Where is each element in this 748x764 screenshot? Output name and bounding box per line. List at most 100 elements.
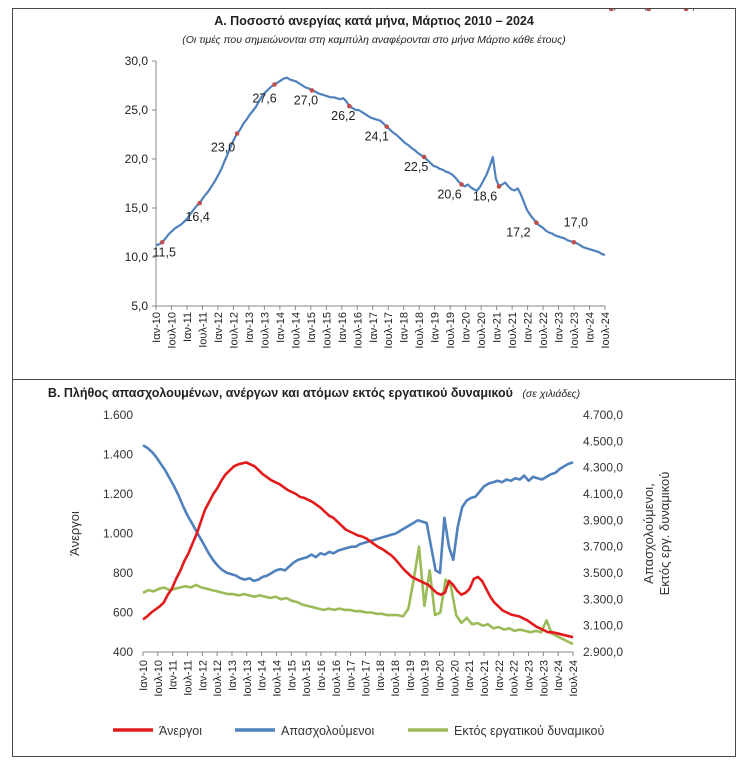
march-value-label: 20,6 [437, 187, 461, 201]
right-y-tick-label: 4.500,0 [583, 434, 623, 448]
left-y-tick-label: 400 [113, 645, 133, 659]
y-tick-label: 10,0 [125, 250, 149, 264]
x-tick-label: Ιαν-16 [337, 312, 349, 343]
x-tick-label: Ιουλ-17 [360, 660, 372, 697]
x-tick-label: Ιουλ-15 [321, 312, 333, 349]
march-marker [234, 131, 240, 136]
series-line-0 [142, 461, 574, 639]
march-marker [646, 9, 651, 12]
march-value-label: 10,2 [678, 9, 702, 12]
x-tick-label: Ιουλ-23 [569, 312, 581, 349]
march-value-label: 17,0 [564, 215, 588, 229]
labour-force-chart-panel: Β. Πλήθος απασχολουμένων, ανέργων και ατ… [12, 379, 736, 757]
march-marker [534, 220, 539, 225]
x-tick-label: Ιαν-11 [182, 312, 194, 342]
right-y-tick-label: 3.500,0 [583, 566, 623, 580]
chart-b-title-text: Β. Πλήθος απασχολουμένων, ανέργων και ατ… [47, 386, 513, 400]
right-axis-title-line2: Εκτός εργ. δυναμικού [657, 472, 672, 596]
y-tick-label: 5,0 [131, 299, 148, 313]
x-tick-label: Ιαν-15 [286, 660, 298, 691]
march-value-label: 12,7 [599, 9, 623, 12]
x-tick-label: Ιαν-20 [435, 660, 447, 691]
x-tick-label: Ιουλ-13 [259, 312, 271, 349]
march-value-label: 11,5 [153, 245, 176, 259]
x-tick-label: Ιουλ-13 [242, 660, 254, 697]
x-tick-label: Ιουλ-16 [331, 660, 343, 697]
right-axis-title-line1: Απασχολούμενοι, [641, 483, 656, 584]
legend-label: Απασχολούμενοι [281, 724, 374, 738]
x-tick-label: Ιαν-13 [227, 660, 239, 691]
x-tick-label: Ιαν-21 [464, 660, 476, 691]
march-value-label: 23,0 [211, 141, 235, 155]
x-tick-label: Ιουλ-16 [352, 312, 364, 349]
march-marker [347, 103, 352, 109]
unemployment-rate-line [155, 76, 606, 257]
x-tick-label: Ιαν-16 [316, 660, 328, 691]
left-y-tick-label: 1.400 [103, 448, 133, 462]
x-tick-label: Ιαν-10 [151, 312, 163, 343]
y-tick-label: 15,0 [125, 201, 149, 215]
right-y-tick-label: 3.700,0 [583, 540, 623, 554]
x-tick-label: Ιουλ-18 [390, 660, 402, 697]
legend-label: Εκτός εργατικού δυναμικού [454, 724, 605, 738]
right-y-tick-label: 4.700,0 [583, 408, 623, 422]
march-marker [421, 154, 427, 160]
series-line-1 [142, 444, 574, 583]
left-y-tick-label: 1.600 [103, 408, 133, 422]
x-tick-label: Ιουλ-23 [538, 660, 550, 697]
unemployment-rate-chart-panel: Α. Ποσοστό ανεργίας κατά μήνα, Μάρτιος 2… [12, 8, 736, 380]
x-tick-label: Ιουλ-20 [476, 312, 488, 349]
x-tick-label: Ιουλ-24 [568, 660, 580, 697]
x-tick-label: Ιουλ-11 [182, 660, 194, 696]
march-value-label: 11,4 [631, 9, 654, 12]
march-value-label: 22,5 [404, 160, 428, 174]
march-value-label: 18,6 [473, 189, 497, 203]
chart-b-plot: 400 600 800 1.000 1.200 1.400 1.600 2.900,0 3.10… [67, 408, 672, 738]
x-tick-label: Ιαν-18 [399, 312, 411, 343]
x-tick-label: Ιουλ-10 [153, 660, 165, 697]
x-tick-label: Ιουλ-14 [271, 660, 283, 697]
chart-a-title: Α. Ποσοστό ανεργίας κατά μήνα, Μάρτιος 2… [214, 14, 534, 28]
x-tick-label: Ιαν-13 [244, 312, 256, 343]
march-marker [384, 124, 390, 129]
x-tick-label: Ιουλ-24 [600, 312, 612, 349]
x-tick-label: Ιουλ-19 [445, 312, 457, 349]
x-tick-label: Ιαν-14 [275, 312, 287, 343]
chart-a-subtitle: (Οι τιμές που σημειώνονται στη καμπύλη α… [182, 34, 566, 46]
x-tick-label: Ιαν-22 [523, 312, 535, 343]
left-y-tick-label: 1.200 [103, 487, 133, 501]
x-tick-label: Ιαν-10 [138, 660, 150, 691]
left-axis-title: Άνεργοι [67, 511, 82, 556]
right-y-tick-label: 4.100,0 [583, 487, 623, 501]
march-marker [272, 82, 277, 87]
x-tick-label: Ιουλ-12 [212, 660, 224, 697]
right-y-tick-label: 3.900,0 [583, 513, 623, 527]
x-tick-label: Ιουλ-19 [420, 660, 432, 697]
march-value-label: 27,6 [252, 92, 276, 106]
x-tick-label: Ιαν-18 [375, 660, 387, 691]
x-tick-label: Ιουλ-18 [414, 312, 426, 349]
right-y-tick-label: 4.300,0 [583, 461, 623, 475]
x-tick-label: Ιουλ-12 [228, 312, 240, 349]
x-tick-label: Ιαν-20 [461, 312, 473, 343]
right-y-tick-label: 2.900,0 [583, 645, 623, 659]
march-marker [159, 240, 165, 245]
x-tick-label: Ιαν-15 [306, 312, 318, 343]
y-tick-label: 20,0 [125, 152, 149, 166]
x-tick-label: Ιαν-17 [368, 312, 380, 343]
x-tick-label: Ιαν-23 [524, 660, 536, 691]
march-value-label: 16,4 [185, 210, 209, 224]
march-marker [683, 9, 689, 12]
x-tick-label: Ιαν-19 [405, 660, 417, 691]
x-tick-label: Ιαν-19 [430, 312, 442, 343]
march-value-label: 24,1 [365, 130, 389, 144]
left-y-tick-label: 800 [113, 566, 133, 580]
left-y-tick-label: 1.000 [103, 527, 133, 541]
x-tick-label: Ιουλ-22 [509, 660, 521, 697]
march-marker [496, 184, 502, 189]
march-marker [309, 88, 315, 93]
x-tick-label: Ιαν-14 [257, 660, 269, 691]
x-tick-label: Ιουλ-21 [479, 660, 491, 697]
left-y-tick-label: 600 [113, 606, 133, 620]
x-tick-label: Ιαν-23 [554, 312, 566, 343]
